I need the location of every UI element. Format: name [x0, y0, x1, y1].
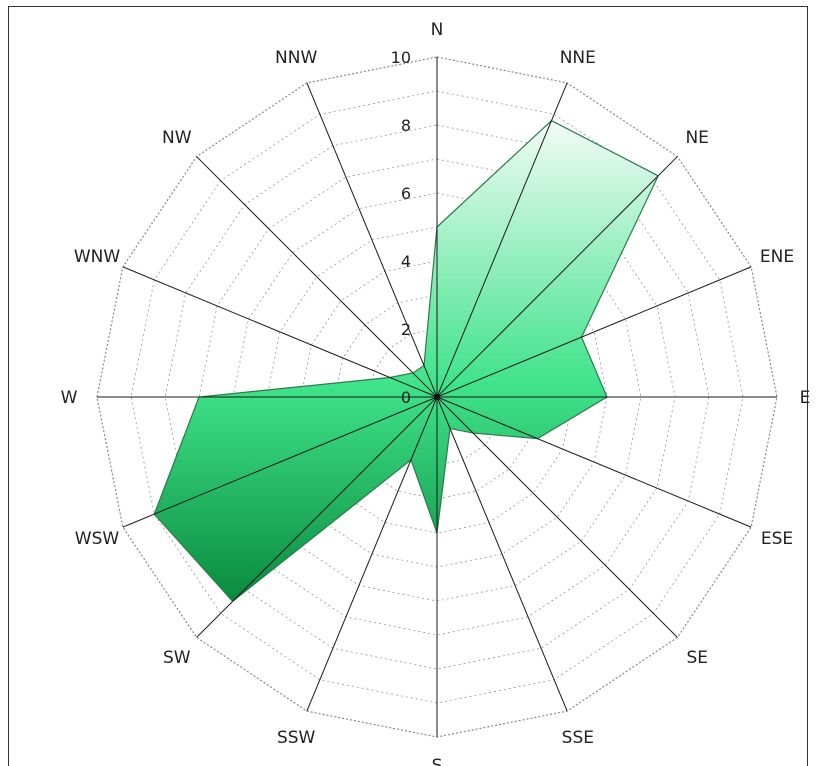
spoke-sw	[196, 396, 438, 638]
direction-label-sse: SSE	[562, 728, 594, 748]
spoke-nw	[196, 156, 438, 398]
spoke-ese	[436, 396, 752, 528]
direction-label-wnw: WNW	[74, 247, 121, 267]
spoke-sse	[436, 396, 568, 712]
tick-label-10: 10	[391, 48, 411, 67]
tick-label-6: 6	[401, 184, 411, 203]
spoke-wsw	[122, 396, 438, 528]
direction-label-n: N	[431, 20, 444, 40]
direction-label-ene: ENE	[760, 247, 794, 267]
spoke-nnw	[306, 82, 438, 398]
direction-label-e: E	[800, 388, 811, 408]
direction-label-nnw: NNW	[275, 48, 317, 68]
direction-label-ese: ESE	[761, 529, 793, 549]
tick-label-2: 2	[401, 320, 411, 339]
direction-label-ne: NE	[685, 128, 708, 148]
spoke-se	[436, 396, 678, 638]
direction-label-sw: SW	[163, 648, 191, 668]
spoke-wnw	[122, 266, 438, 398]
direction-label-s: S	[432, 756, 443, 766]
direction-label-ssw: SSW	[277, 728, 316, 748]
direction-labels: N NNE NE ENE E ESE SE SSE S SSW SW WSW W WNW NW NNW	[61, 20, 811, 766]
spoke-ssw	[306, 396, 438, 712]
grid-ring	[164, 124, 710, 670]
direction-label-w: W	[61, 388, 78, 408]
tick-label-4: 4	[401, 252, 411, 271]
center-dot	[434, 394, 440, 400]
direction-label-se: SE	[686, 648, 708, 668]
spoke-nne	[436, 82, 568, 398]
tick-label-0: 0	[401, 388, 411, 407]
direction-label-nne: NNE	[560, 48, 596, 68]
direction-label-nw: NW	[162, 128, 192, 148]
spoke-ne	[436, 156, 678, 398]
direction-label-wsw: WSW	[75, 529, 120, 549]
spoke-ene	[436, 266, 752, 398]
radial-tick-labels: 0 2 4 6 8 10	[391, 48, 411, 407]
axis-spokes	[97, 57, 777, 737]
tick-label-8: 8	[401, 116, 411, 135]
